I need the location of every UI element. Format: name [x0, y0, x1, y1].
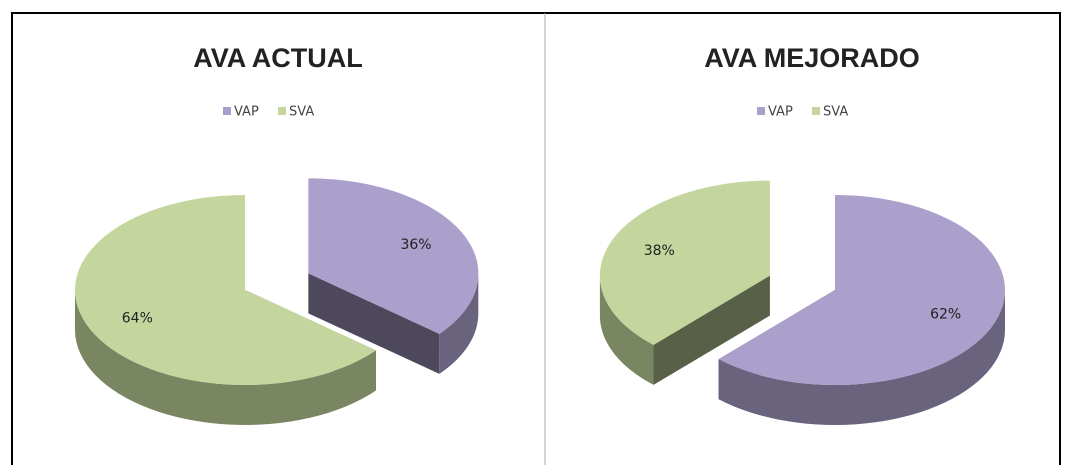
legend-label: SVA — [823, 105, 848, 120]
slice — [308, 178, 479, 334]
chart-title: AVA MEJORADO — [704, 43, 920, 73]
slice-side — [439, 273, 479, 374]
chart-title: AVA ACTUAL — [193, 43, 362, 73]
legend-label: SVA — [289, 105, 314, 120]
slice — [599, 180, 770, 345]
slice-side — [718, 290, 1005, 425]
data-label: 36% — [400, 237, 431, 253]
data-label: 64% — [122, 310, 153, 326]
slice — [718, 195, 1005, 385]
legend-swatch — [278, 107, 286, 115]
data-label: 62% — [930, 306, 961, 322]
legend-swatch — [812, 107, 820, 115]
slice-side — [75, 290, 376, 425]
slice — [75, 195, 376, 385]
slice-wall — [308, 273, 440, 374]
legend-label: VAP — [234, 105, 259, 120]
frame — [11, 12, 1061, 465]
slice-wall — [653, 275, 770, 385]
legend-swatch — [757, 107, 765, 115]
slice-side — [599, 275, 654, 385]
data-label: 38% — [644, 243, 675, 259]
legend-swatch — [223, 107, 231, 115]
legend-label: VAP — [768, 105, 793, 120]
